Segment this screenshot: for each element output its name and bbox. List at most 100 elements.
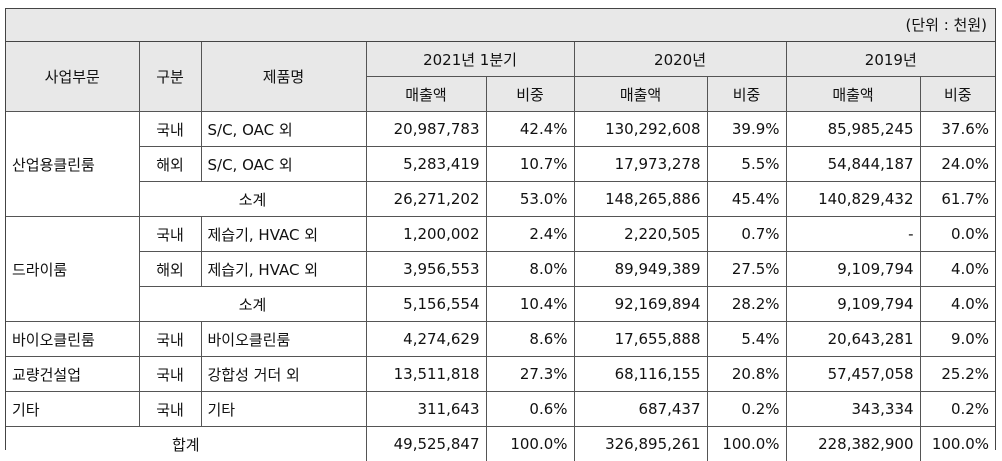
- share-cell: 10.7%: [486, 147, 574, 182]
- sales-cell: 148,265,886: [574, 182, 707, 217]
- header-segment: 사업부문: [6, 42, 139, 112]
- sales-cell: 4,274,629: [366, 322, 486, 357]
- header-sales: 매출액: [366, 77, 486, 112]
- type-cell: 국내: [139, 357, 201, 392]
- sales-cell: 343,334: [786, 392, 920, 427]
- sales-cell: 26,271,202: [366, 182, 486, 217]
- share-cell: 0.2%: [920, 392, 995, 427]
- share-cell: 9.0%: [920, 322, 995, 357]
- sales-cell: 5,156,554: [366, 287, 486, 322]
- share-cell: 25.2%: [920, 357, 995, 392]
- share-cell: 4.0%: [920, 252, 995, 287]
- type-cell: 해외: [139, 252, 201, 287]
- sales-cell: 1,200,002: [366, 217, 486, 252]
- sales-cell: 85,985,245: [786, 112, 920, 147]
- header-period-2019: 2019년: [786, 42, 995, 77]
- unit-label: (단위 : 천원): [6, 9, 995, 42]
- share-cell: 42.4%: [486, 112, 574, 147]
- sales-cell: 3,956,553: [366, 252, 486, 287]
- segment-cell: 교량건설업: [6, 357, 139, 392]
- total-label: 합계: [6, 427, 366, 461]
- type-cell: 국내: [139, 217, 201, 252]
- sales-cell: 2,220,505: [574, 217, 707, 252]
- type-cell: 국내: [139, 392, 201, 427]
- share-cell: 8.6%: [486, 322, 574, 357]
- share-cell: 100.0%: [707, 427, 786, 461]
- header-share: 비중: [486, 77, 574, 112]
- share-cell: 37.6%: [920, 112, 995, 147]
- sales-cell: 20,643,281: [786, 322, 920, 357]
- header-row-1: 사업부문 구분 제품명 2021년 1분기 2020년 2019년: [6, 42, 995, 77]
- sales-cell: 17,973,278: [574, 147, 707, 182]
- subtotal-row: 소계 5,156,554 10.4% 92,169,894 28.2% 9,10…: [6, 287, 995, 322]
- header-sales: 매출액: [786, 77, 920, 112]
- table-row: 드라이룸 국내 제습기, HVAC 외 1,200,002 2.4% 2,220…: [6, 217, 995, 252]
- type-cell: 국내: [139, 112, 201, 147]
- header-product: 제품명: [201, 42, 366, 112]
- table-row: 기타 국내 기타 311,643 0.6% 687,437 0.2% 343,3…: [6, 392, 995, 427]
- share-cell: 100.0%: [920, 427, 995, 461]
- table-row: 해외 제습기, HVAC 외 3,956,553 8.0% 89,949,389…: [6, 252, 995, 287]
- share-cell: 27.5%: [707, 252, 786, 287]
- subtotal-label: 소계: [139, 287, 366, 322]
- sales-cell: 311,643: [366, 392, 486, 427]
- segment-cell: 드라이룸: [6, 217, 139, 322]
- subtotal-row: 소계 26,271,202 53.0% 148,265,886 45.4% 14…: [6, 182, 995, 217]
- share-cell: 53.0%: [486, 182, 574, 217]
- share-cell: 28.2%: [707, 287, 786, 322]
- sales-cell: 140,829,432: [786, 182, 920, 217]
- header-share: 비중: [920, 77, 995, 112]
- total-row: 합계 49,525,847 100.0% 326,895,261 100.0% …: [6, 427, 995, 461]
- sales-cell: 57,457,058: [786, 357, 920, 392]
- sales-cell: 326,895,261: [574, 427, 707, 461]
- segment-cell: 바이오클린룸: [6, 322, 139, 357]
- share-cell: 8.0%: [486, 252, 574, 287]
- share-cell: 4.0%: [920, 287, 995, 322]
- type-cell: 국내: [139, 322, 201, 357]
- sales-cell: 9,109,794: [786, 287, 920, 322]
- sales-cell: 9,109,794: [786, 252, 920, 287]
- sales-table-frame: (단위 : 천원) 사업부문 구분 제품명 2021년 1분기 2020년 20…: [5, 8, 996, 450]
- sales-cell: 13,511,818: [366, 357, 486, 392]
- header-type: 구분: [139, 42, 201, 112]
- share-cell: 2.4%: [486, 217, 574, 252]
- share-cell: 0.0%: [920, 217, 995, 252]
- table-row: 해외 S/C, OAC 외 5,283,419 10.7% 17,973,278…: [6, 147, 995, 182]
- share-cell: 5.4%: [707, 322, 786, 357]
- share-cell: 45.4%: [707, 182, 786, 217]
- share-cell: 39.9%: [707, 112, 786, 147]
- product-cell: 강합성 거더 외: [201, 357, 366, 392]
- type-cell: 해외: [139, 147, 201, 182]
- sales-cell: 5,283,419: [366, 147, 486, 182]
- share-cell: 20.8%: [707, 357, 786, 392]
- share-cell: 100.0%: [486, 427, 574, 461]
- sales-cell: -: [786, 217, 920, 252]
- product-cell: 기타: [201, 392, 366, 427]
- header-period-2021q1: 2021년 1분기: [366, 42, 574, 77]
- share-cell: 5.5%: [707, 147, 786, 182]
- sales-table: 사업부문 구분 제품명 2021년 1분기 2020년 2019년 매출액 비중…: [6, 42, 995, 461]
- header-sales: 매출액: [574, 77, 707, 112]
- sales-cell: 92,169,894: [574, 287, 707, 322]
- sales-cell: 49,525,847: [366, 427, 486, 461]
- sales-cell: 89,949,389: [574, 252, 707, 287]
- share-cell: 10.4%: [486, 287, 574, 322]
- share-cell: 24.0%: [920, 147, 995, 182]
- table-row: 바이오클린룸 국내 바이오클린룸 4,274,629 8.6% 17,655,8…: [6, 322, 995, 357]
- share-cell: 27.3%: [486, 357, 574, 392]
- table-row: 산업용클린룸 국내 S/C, OAC 외 20,987,783 42.4% 13…: [6, 112, 995, 147]
- share-cell: 0.2%: [707, 392, 786, 427]
- header-period-2020: 2020년: [574, 42, 786, 77]
- share-cell: 61.7%: [920, 182, 995, 217]
- product-cell: S/C, OAC 외: [201, 112, 366, 147]
- share-cell: 0.6%: [486, 392, 574, 427]
- sales-cell: 228,382,900: [786, 427, 920, 461]
- subtotal-label: 소계: [139, 182, 366, 217]
- share-cell: 0.7%: [707, 217, 786, 252]
- product-cell: 바이오클린룸: [201, 322, 366, 357]
- sales-cell: 54,844,187: [786, 147, 920, 182]
- sales-cell: 687,437: [574, 392, 707, 427]
- sales-cell: 130,292,608: [574, 112, 707, 147]
- segment-cell: 기타: [6, 392, 139, 427]
- product-cell: 제습기, HVAC 외: [201, 252, 366, 287]
